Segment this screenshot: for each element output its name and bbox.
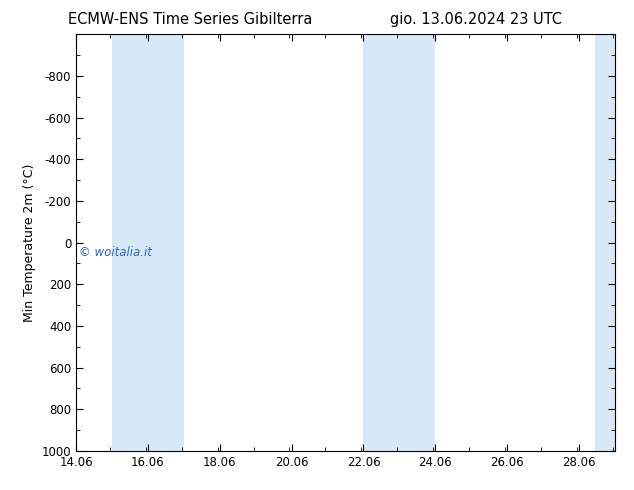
Bar	[112, 34, 184, 451]
Text: © woitalia.it: © woitalia.it	[79, 246, 152, 260]
Text: gio. 13.06.2024 23 UTC: gio. 13.06.2024 23 UTC	[389, 12, 562, 27]
Y-axis label: Min Temperature 2m (°C): Min Temperature 2m (°C)	[23, 163, 36, 322]
Bar	[363, 34, 436, 451]
Text: ECMW-ENS Time Series Gibilterra: ECMW-ENS Time Series Gibilterra	[68, 12, 313, 27]
Bar	[595, 34, 631, 451]
